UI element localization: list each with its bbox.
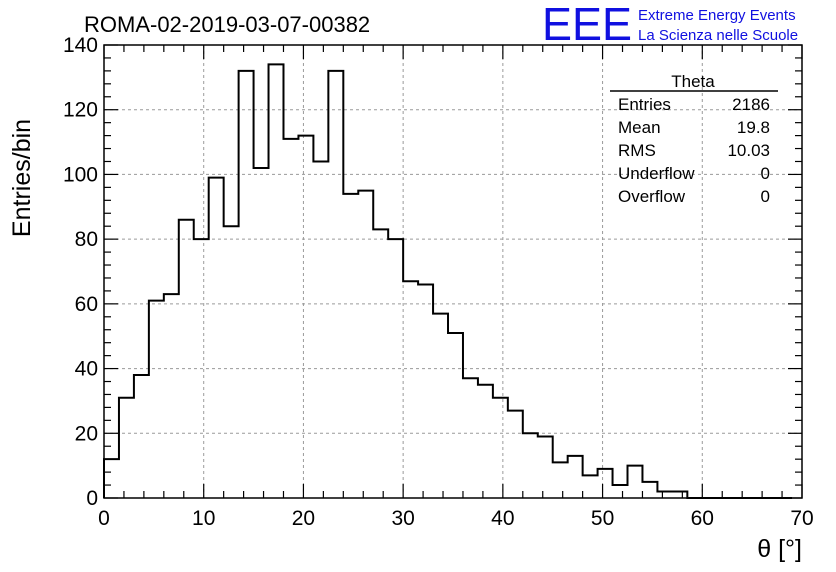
histogram-bin <box>298 136 313 498</box>
grid <box>104 45 802 498</box>
histogram-bin <box>134 375 149 498</box>
stats-box: Theta Entries 2186 Mean 19.8 RMS 10.03 Underfl… <box>610 72 778 206</box>
histogram-bin <box>418 284 433 498</box>
histogram-bin <box>553 462 568 498</box>
stats-row-value: 0 <box>761 187 770 206</box>
histogram-bin <box>598 469 613 498</box>
x-tick-label: 50 <box>591 507 614 530</box>
histogram-bin <box>224 226 239 498</box>
x-tick-label: 70 <box>790 507 813 530</box>
logo-mark: EEE <box>542 0 632 50</box>
eee-logo: EEE Extreme Energy Events La Scienza nel… <box>542 0 798 50</box>
stats-row-value: 2186 <box>732 95 770 114</box>
y-tick-label: 120 <box>63 99 98 122</box>
histogram-bin <box>508 411 523 498</box>
x-tick-labels: 0 10 20 30 40 50 60 70 <box>98 507 814 530</box>
histogram-bin <box>313 161 328 498</box>
histogram-bin <box>104 459 119 498</box>
histogram-bin <box>149 301 164 498</box>
histogram-bin <box>583 475 598 498</box>
stats-title: Theta <box>671 72 715 91</box>
histogram-bin <box>642 482 657 498</box>
histogram-bin <box>164 294 179 498</box>
stats-row-value: 10.03 <box>727 141 770 160</box>
stats-row-label: RMS <box>618 141 656 160</box>
histogram-bin <box>269 64 284 498</box>
stats-row-label: Underflow <box>618 164 695 183</box>
y-tick-label: 100 <box>63 163 98 186</box>
histogram-bin <box>403 281 418 498</box>
histogram-bin <box>433 314 448 498</box>
histogram-layer <box>103 63 793 499</box>
y-tick-label: 140 <box>63 34 98 57</box>
run-title: ROMA-02-2019-03-07-00382 <box>84 12 370 37</box>
histogram-bin <box>343 194 358 498</box>
histogram-bin <box>657 492 672 498</box>
histogram-bin <box>628 466 643 498</box>
histogram-bin <box>463 378 478 498</box>
histogram-bin <box>239 71 254 498</box>
y-tick-label: 0 <box>86 487 98 510</box>
histogram-bin <box>568 456 583 498</box>
histogram-bin <box>538 437 553 498</box>
histogram-bin <box>672 492 687 498</box>
stats-row-value: 0 <box>761 164 770 183</box>
y-tick-label: 80 <box>75 228 98 251</box>
histogram-bin <box>209 178 224 498</box>
x-tick-label: 20 <box>292 507 315 530</box>
histogram-bin <box>478 385 493 498</box>
stats-rows: Entries 2186 Mean 19.8 RMS 10.03 Underflow 0 Ove… <box>618 95 770 206</box>
axis-ticks <box>103 44 803 499</box>
histogram-bin <box>358 191 373 498</box>
histogram-bin <box>283 139 298 498</box>
histogram-bin <box>373 229 388 498</box>
x-tick-label: 30 <box>391 507 414 530</box>
x-tick-label: 40 <box>491 507 514 530</box>
histogram-bin <box>254 168 269 498</box>
histogram-bin <box>328 71 343 498</box>
stats-row-label: Entries <box>618 95 671 114</box>
logo-line-2: La Scienza nelle Scuole <box>638 27 798 44</box>
histogram-bin <box>119 398 134 498</box>
histogram-bin <box>613 485 628 498</box>
y-tick-label: 60 <box>75 293 98 316</box>
x-axis-label: θ [°] <box>757 535 802 563</box>
x-tick-label: 0 <box>98 507 110 530</box>
histogram-bin <box>194 239 209 498</box>
stats-row-value: 19.8 <box>737 118 770 137</box>
x-tick-label: 10 <box>192 507 215 530</box>
plot-frame <box>103 44 803 499</box>
y-tick-label: 40 <box>75 358 98 381</box>
y-axis-label: Entries/bin <box>8 119 36 237</box>
y-tick-labels: 0 20 40 60 80 100 120 140 <box>63 34 98 510</box>
histogram-bin <box>448 333 463 498</box>
logo-line-1: Extreme Energy Events <box>638 7 796 24</box>
stats-row-label: Mean <box>618 118 661 137</box>
histogram-bin <box>493 398 508 498</box>
histogram-bin <box>523 433 538 498</box>
x-tick-label: 60 <box>691 507 714 530</box>
histogram-outline <box>103 63 793 499</box>
stats-row-label: Overflow <box>618 187 686 206</box>
y-tick-label: 20 <box>75 422 98 445</box>
histogram-bin <box>388 239 403 498</box>
histogram-bin <box>179 220 194 498</box>
